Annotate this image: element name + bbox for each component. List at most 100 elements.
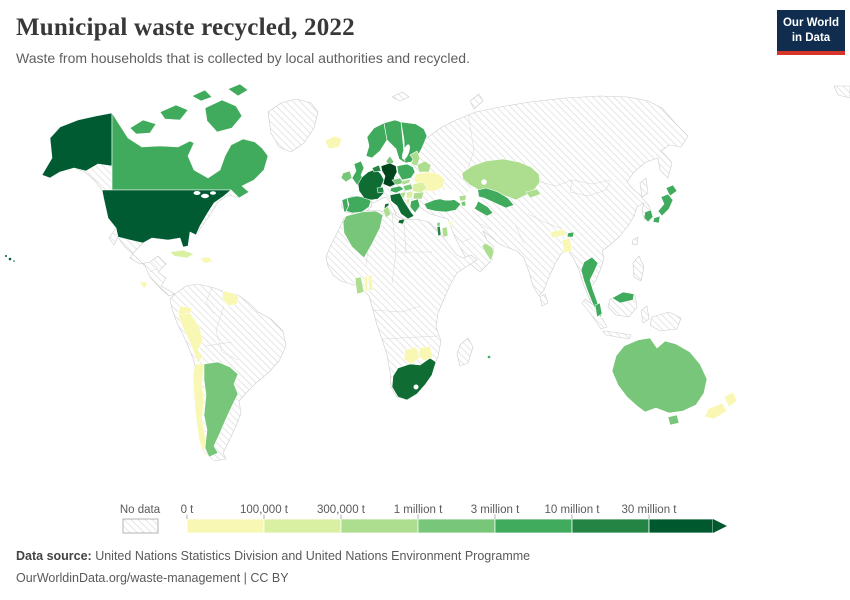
region-madagascar xyxy=(456,337,474,367)
country-netherlands-belgium[interactable] xyxy=(371,164,382,173)
legend-bin-5[interactable] xyxy=(571,518,650,534)
country-peru[interactable] xyxy=(177,312,204,364)
region-philippines xyxy=(632,255,645,282)
country-switzerland[interactable] xyxy=(376,186,385,194)
country-togo[interactable] xyxy=(363,275,369,293)
aral-sea xyxy=(481,179,487,185)
legend-tick-label: 10 million t xyxy=(545,504,601,516)
country-malaysia-borneo[interactable] xyxy=(611,291,635,304)
legend-tick-label: 300,000 t xyxy=(317,504,366,516)
region-novaya-zemlya xyxy=(469,93,484,110)
great-lake-2 xyxy=(201,193,209,199)
country-turkey[interactable] xyxy=(423,197,462,213)
data-source-text: United Nations Statistics Division and U… xyxy=(91,549,531,563)
lesotho-hole xyxy=(413,384,419,390)
country-norway[interactable] xyxy=(365,122,388,159)
country-zimbabwe[interactable] xyxy=(417,345,434,362)
region-sulawesi xyxy=(640,305,650,324)
region-new-guinea xyxy=(649,311,682,332)
country-jordan[interactable] xyxy=(441,226,449,238)
legend-bin-6[interactable] xyxy=(648,518,714,534)
country-serbia[interactable] xyxy=(405,190,414,199)
region-bering-wrap xyxy=(833,85,850,99)
country-guyana[interactable] xyxy=(221,290,240,307)
country-united-states[interactable] xyxy=(101,189,232,248)
country-kyrgyzstan[interactable] xyxy=(525,188,542,199)
country-sweden[interactable] xyxy=(383,119,406,164)
map-legend: No data 0 t 100,000 t 300,000 t 1 million t 3… xyxy=(120,504,727,534)
country-malaysia-peninsula[interactable] xyxy=(594,302,603,318)
owid-logo[interactable]: Our World in Data xyxy=(777,10,845,55)
country-belarus[interactable] xyxy=(416,160,432,173)
country-oman-uae[interactable] xyxy=(481,242,495,262)
owid-logo-line2: in Data xyxy=(791,31,831,44)
caspian-sea xyxy=(465,187,479,211)
region-greenland xyxy=(267,98,319,153)
legend-bin-4[interactable] xyxy=(494,518,573,534)
country-benin[interactable] xyxy=(367,274,374,292)
country-uzbekistan[interactable] xyxy=(473,187,515,209)
country-slovakia[interactable] xyxy=(401,178,412,186)
region-taiwan xyxy=(631,236,639,246)
legend-tick-label: 1 million t xyxy=(394,504,443,516)
legend-tick-label: 3 million t xyxy=(471,504,520,516)
country-japan xyxy=(652,184,678,224)
country-canada[interactable] xyxy=(111,112,269,199)
region-svalbard xyxy=(391,91,410,102)
data-source-line: Data source: United Nations Statistics D… xyxy=(16,545,530,567)
black-sea xyxy=(436,189,460,201)
country-tunisia[interactable] xyxy=(382,205,392,219)
country-tasmania[interactable] xyxy=(667,414,680,426)
country-bhutan[interactable] xyxy=(566,231,575,238)
region-sakhalin xyxy=(639,177,649,198)
world-map[interactable] xyxy=(0,82,850,494)
legend-arrow-tip xyxy=(713,519,727,533)
country-ireland[interactable] xyxy=(340,170,353,183)
country-bulgaria[interactable] xyxy=(412,191,425,200)
legend-bin-3[interactable] xyxy=(417,518,496,534)
country-hawaii xyxy=(4,254,16,263)
country-italy[interactable] xyxy=(389,192,415,220)
country-borders xyxy=(149,113,611,361)
canada-arctic-islands xyxy=(129,83,249,135)
legend-bin-0[interactable] xyxy=(186,518,265,534)
country-iceland[interactable] xyxy=(324,135,343,150)
country-south-korea[interactable] xyxy=(643,209,654,223)
country-dominican-republic[interactable] xyxy=(199,256,214,264)
country-costa-rica[interactable] xyxy=(138,280,149,290)
country-romania[interactable] xyxy=(411,181,428,194)
page-subtitle: Waste from households that is collected … xyxy=(16,50,470,66)
country-lebanon[interactable] xyxy=(436,221,441,227)
country-poland[interactable] xyxy=(396,163,416,181)
country-cyprus[interactable] xyxy=(447,220,455,227)
country-argentina[interactable] xyxy=(203,361,239,458)
country-algeria[interactable] xyxy=(342,210,384,259)
country-south-africa[interactable] xyxy=(391,357,437,401)
region-java xyxy=(602,330,632,340)
legend-tick-label: 100,000 t xyxy=(240,504,289,516)
citation-line[interactable]: OurWorldinData.org/waste-management | CC… xyxy=(16,571,289,585)
legend-no-data-label: No data xyxy=(120,504,161,516)
country-austria[interactable] xyxy=(389,185,405,194)
great-lake-3 xyxy=(210,191,216,195)
legend-bin-1[interactable] xyxy=(263,518,342,534)
country-albania[interactable] xyxy=(405,197,411,205)
country-botswana[interactable] xyxy=(403,346,422,365)
legend-no-data-swatch[interactable] xyxy=(122,518,159,534)
country-mauritius[interactable] xyxy=(487,355,491,359)
country-sicily[interactable] xyxy=(397,218,406,225)
country-spain[interactable] xyxy=(345,195,372,214)
country-australia[interactable] xyxy=(611,337,708,414)
country-ghana[interactable] xyxy=(354,276,365,295)
country-chile[interactable] xyxy=(192,363,215,462)
country-cuba[interactable] xyxy=(169,249,195,259)
country-new-zealand xyxy=(704,391,738,420)
country-bangladesh[interactable] xyxy=(561,237,573,254)
inland-seas xyxy=(193,144,487,390)
country-france[interactable] xyxy=(357,168,385,201)
legend-bin-2[interactable] xyxy=(340,518,419,534)
country-greece[interactable] xyxy=(409,198,421,214)
country-nepal[interactable] xyxy=(549,228,567,239)
footer: Data source: United Nations Statistics D… xyxy=(16,545,530,589)
country-israel[interactable] xyxy=(436,225,442,237)
